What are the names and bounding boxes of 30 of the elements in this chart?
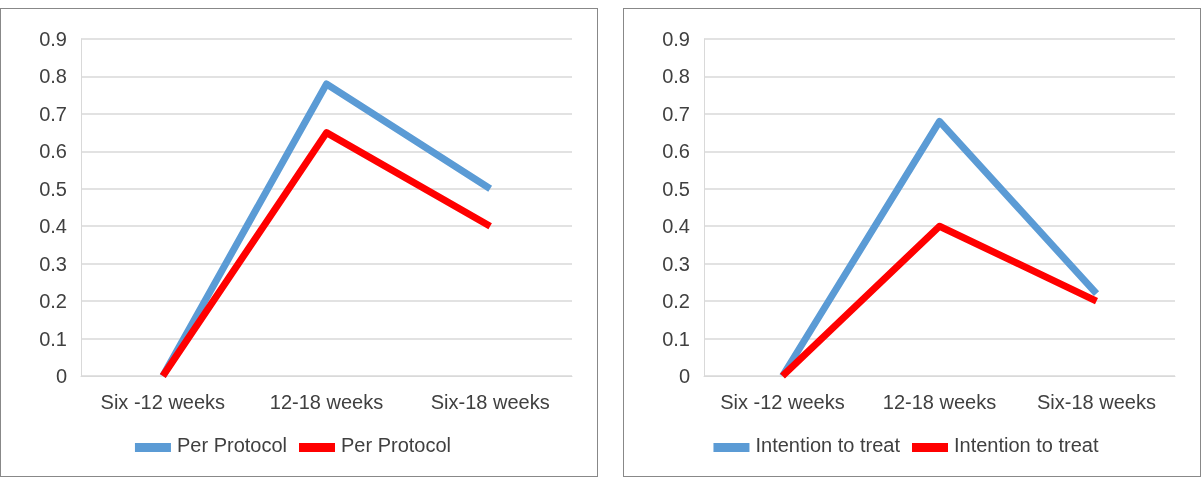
y-tick-label: 0 [55,365,67,387]
y-tick-label: 0.7 [662,102,690,125]
y-tick-label: 0.3 [39,252,67,275]
y-tick-label: 0.8 [39,65,67,88]
y-tick-label: 0.6 [662,140,690,163]
y-tick-label: 0.5 [662,177,690,200]
y-tick-label: 0.9 [662,28,690,50]
y-tick-label: 0 [678,365,690,387]
legend-label: Per Protocol [176,434,288,456]
y-tick-label: 0.5 [39,177,67,200]
legend-label: Per Protocol [341,434,452,456]
y-tick-label: 0.1 [39,327,67,350]
x-tick-label: Six -12 weeks [720,391,845,413]
y-tick-label: 0.9 [39,28,67,50]
x-tick-label: 12-18 weeks [882,391,997,413]
x-tick-label: Six-18 weeks [1037,391,1156,413]
y-tick-label: 0.7 [39,102,67,125]
y-tick-label: 0.3 [662,252,690,275]
legend-label: Intention to treat [954,434,1099,456]
x-tick-label: Six-18 weeks [430,391,550,413]
legend-label: Intention to treat [755,434,901,456]
x-tick-label: 12-18 weeks [269,391,384,413]
y-tick-label: 0.2 [39,290,67,313]
y-tick-label: 0.4 [662,215,690,238]
y-tick-label: 0.8 [662,65,690,88]
y-tick-label: 0.2 [662,290,690,313]
y-tick-label: 0.6 [39,140,67,163]
y-tick-label: 0.1 [662,327,690,350]
y-tick-label: 0.4 [39,215,67,238]
x-tick-label: Six -12 weeks [100,391,226,413]
